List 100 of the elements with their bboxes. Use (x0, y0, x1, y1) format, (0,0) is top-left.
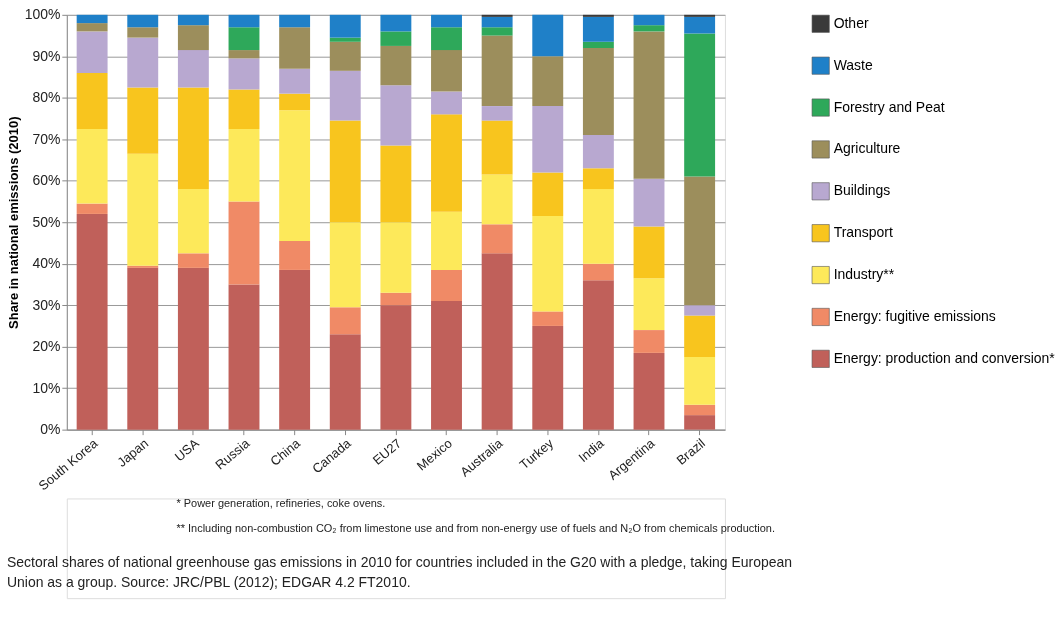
bar (582, 263, 614, 281)
bar (684, 305, 716, 316)
bar (532, 106, 564, 173)
bar (380, 31, 412, 46)
bar (633, 25, 665, 32)
y-tick-label: 70% (32, 130, 61, 147)
bar (633, 330, 665, 353)
text: Sectoral shares of national greenhouse gas emissions in 2010 for countries included in the G20 with a pledge, taking European Union as a group. Source: JRC/PBL (2012); EDGAR 4.2 FT2010. (6, 554, 792, 591)
bar (177, 253, 209, 268)
bar (684, 176, 716, 306)
bar (228, 89, 260, 129)
bar (228, 128, 260, 202)
bar (532, 216, 564, 312)
legend-label: Industry** (833, 266, 895, 283)
bar (431, 114, 462, 212)
legend-label: Other (833, 14, 869, 31)
y-tick-label: 20% (32, 338, 61, 355)
bar (431, 50, 462, 92)
bar (633, 31, 665, 179)
bar (532, 325, 564, 430)
bar (380, 222, 412, 293)
y-axis-title: Share in national emissions (2010) (5, 116, 21, 329)
bar (633, 226, 665, 279)
y-tick-label: 40% (32, 255, 61, 272)
bar (228, 201, 260, 285)
legend-label: Forestry and Peat (833, 98, 945, 115)
bar (228, 58, 260, 90)
bar (684, 357, 716, 405)
bar (431, 27, 462, 51)
bar (481, 14, 513, 17)
bar (279, 110, 311, 241)
bar (380, 85, 412, 146)
bar (279, 14, 311, 28)
legend-label: Agriculture (833, 140, 901, 157)
bar (532, 56, 564, 107)
bar (684, 415, 716, 430)
bar (177, 189, 209, 254)
bar (633, 14, 665, 26)
y-tick-label: 50% (32, 213, 61, 230)
text: ** Including non-combustion CO₂ from limestone use and from non-energy use of fuels and N₂O from chemicals production. (176, 522, 775, 535)
bar (633, 352, 665, 430)
bar (279, 93, 311, 111)
y-tick-label: 80% (32, 89, 61, 106)
y-tick-label: 10% (32, 379, 61, 396)
bar (532, 311, 564, 326)
text: * Power generation, refineries, coke ovens. (176, 497, 386, 510)
bar (582, 189, 614, 264)
legend-label: Energy: production and conversion* (833, 349, 1056, 366)
bar (633, 278, 665, 331)
bar (127, 265, 159, 268)
bar (481, 224, 513, 254)
bar (582, 168, 614, 190)
bar (329, 222, 361, 308)
bar (329, 37, 361, 42)
bar (684, 16, 716, 34)
bar (329, 334, 361, 430)
bar (431, 269, 462, 302)
bar (127, 27, 159, 38)
bar (279, 27, 311, 69)
bar (76, 23, 108, 32)
bar (582, 135, 614, 169)
bar (481, 120, 513, 175)
bar (380, 305, 412, 430)
bar (127, 267, 159, 430)
bar (329, 307, 361, 335)
bar (380, 145, 412, 223)
bar (228, 50, 260, 59)
bar (177, 87, 209, 190)
bar (684, 14, 716, 17)
bar (177, 14, 209, 26)
y-tick-label: 0% (40, 421, 61, 438)
legend-label: Energy: fugitive emissions (833, 307, 996, 324)
bar (481, 174, 513, 225)
bar (684, 404, 716, 416)
bar (228, 14, 260, 28)
bar (177, 50, 209, 88)
bar (76, 203, 108, 214)
bar (329, 70, 361, 121)
bar (127, 37, 159, 88)
bar (127, 87, 159, 154)
bar (329, 120, 361, 223)
bar (177, 267, 209, 430)
bar (380, 292, 412, 306)
y-tick-label: 100% (24, 6, 61, 23)
bar (380, 45, 412, 86)
bar (582, 16, 614, 42)
bar (431, 301, 462, 430)
bar (329, 14, 361, 38)
bar (582, 41, 614, 48)
x-tick-label: India (575, 435, 608, 466)
bar (431, 211, 462, 270)
bar (481, 35, 513, 107)
bar (481, 27, 513, 36)
bar (481, 253, 513, 430)
bar (481, 16, 513, 28)
bar (279, 269, 311, 430)
y-tick-label: 30% (32, 296, 61, 313)
bar (380, 14, 412, 32)
bar (582, 280, 614, 430)
bar (279, 240, 311, 270)
